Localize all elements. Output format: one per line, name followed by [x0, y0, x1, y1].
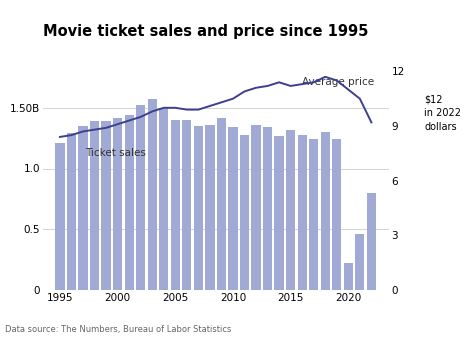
Bar — [159, 108, 168, 290]
Bar — [90, 121, 99, 290]
Bar — [217, 118, 226, 290]
Text: $12
in 2022
dollars: $12 in 2022 dollars — [424, 94, 461, 132]
Bar — [205, 125, 215, 290]
Bar — [101, 121, 111, 290]
Bar — [344, 263, 353, 290]
Bar — [274, 136, 284, 290]
Bar — [194, 126, 203, 290]
Bar — [147, 99, 157, 290]
Bar — [367, 193, 376, 290]
Bar — [355, 234, 365, 290]
Bar — [182, 120, 191, 290]
Bar — [55, 143, 64, 290]
Bar — [263, 127, 272, 290]
Bar — [228, 127, 237, 290]
Bar — [125, 115, 134, 290]
Text: Average price: Average price — [302, 78, 374, 87]
Bar — [320, 132, 330, 290]
Bar — [240, 134, 249, 290]
Bar — [286, 130, 295, 290]
Bar — [298, 134, 307, 290]
Text: Data source: The Numbers, Bureau of Labor Statistics: Data source: The Numbers, Bureau of Labo… — [5, 325, 231, 334]
Bar — [113, 118, 122, 290]
Bar — [309, 140, 319, 290]
Bar — [78, 126, 88, 290]
Text: Ticket sales: Ticket sales — [85, 148, 146, 158]
Bar — [136, 105, 146, 290]
Bar — [332, 140, 341, 290]
Text: Movie ticket sales and price since 1995: Movie ticket sales and price since 1995 — [43, 24, 368, 39]
Bar — [67, 133, 76, 290]
Bar — [171, 120, 180, 290]
Bar — [251, 125, 261, 290]
